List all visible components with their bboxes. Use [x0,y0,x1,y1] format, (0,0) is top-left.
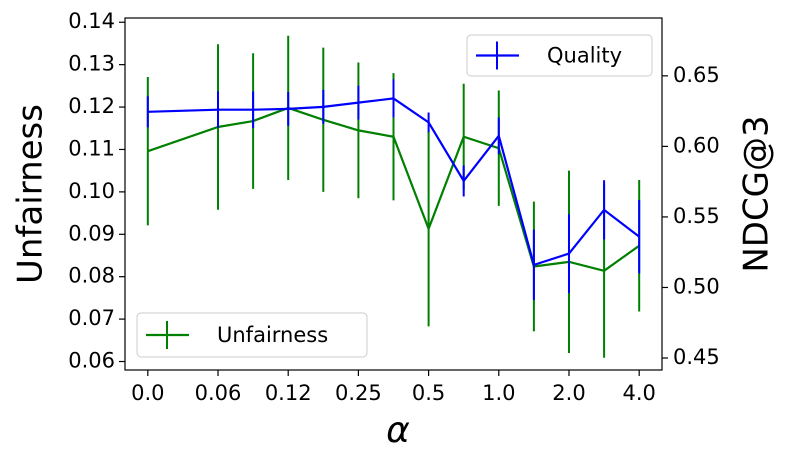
x-tick-label: 1.0 [482,381,515,405]
series-line [147,106,640,272]
y-tick-label: 0.09 [68,221,115,245]
series-line [147,97,640,267]
y-tick-label: 0.11 [68,136,115,160]
legend-label: Unfairness [217,323,328,347]
y-tick-label: 0.13 [68,52,115,76]
y2-tick-label: 0.65 [673,63,720,87]
y-tick-label: 0.06 [68,349,115,373]
y2-tick-label: 0.45 [673,345,720,369]
y-tick-label: 0.12 [68,94,115,118]
y-tick-label: 0.14 [68,9,115,33]
x-tick-label: 0.5 [412,381,445,405]
x-tick-label: 0.06 [195,381,242,405]
y2-tick-label: 0.55 [673,204,720,228]
x-tick-label: 4.0 [622,381,655,405]
legend-box [466,34,653,77]
y2-tick-label: 0.60 [673,133,720,157]
x-axis-label: α [386,410,410,451]
x-tick-label: 0.25 [335,381,382,405]
y-tick-label: 0.07 [68,306,115,330]
y-tick-label: 0.08 [68,264,115,288]
legend-label: Quality [547,44,622,68]
y-tick-label: 0.10 [68,179,115,203]
y-axis-label: Unfairness [11,104,51,284]
x-tick-label: 2.0 [552,381,585,405]
x-tick-label: 0.0 [131,381,164,405]
y2-axis-label: NDCG@3 [737,115,777,272]
plot-frame [124,17,663,371]
x-tick-label: 0.12 [265,381,312,405]
y2-tick-label: 0.50 [673,274,720,298]
legend-box [136,312,368,358]
